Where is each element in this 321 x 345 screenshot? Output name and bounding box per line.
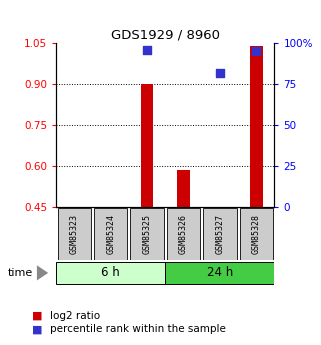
Bar <box>250 46 263 207</box>
Text: percentile rank within the sample: percentile rank within the sample <box>50 325 226 334</box>
FancyBboxPatch shape <box>203 208 237 260</box>
Text: GSM85324: GSM85324 <box>106 214 115 254</box>
Text: ■: ■ <box>32 311 43 321</box>
Text: GSM85328: GSM85328 <box>252 214 261 254</box>
Title: GDS1929 / 8960: GDS1929 / 8960 <box>111 29 220 42</box>
Point <box>217 70 222 76</box>
Point <box>144 47 150 52</box>
FancyBboxPatch shape <box>56 262 165 284</box>
Text: GSM85327: GSM85327 <box>215 214 224 254</box>
FancyBboxPatch shape <box>165 262 274 284</box>
FancyBboxPatch shape <box>167 208 200 260</box>
FancyBboxPatch shape <box>94 208 127 260</box>
Text: GSM85325: GSM85325 <box>143 214 152 254</box>
Bar <box>141 84 153 207</box>
Text: ■: ■ <box>32 325 43 334</box>
Text: 24 h: 24 h <box>207 266 233 279</box>
FancyBboxPatch shape <box>58 208 91 260</box>
Text: log2 ratio: log2 ratio <box>50 311 100 321</box>
FancyBboxPatch shape <box>239 208 273 260</box>
Text: 6 h: 6 h <box>101 266 120 279</box>
Text: GSM85326: GSM85326 <box>179 214 188 254</box>
Bar <box>177 170 190 207</box>
Point <box>254 49 259 54</box>
Polygon shape <box>37 265 48 280</box>
FancyBboxPatch shape <box>130 208 164 260</box>
Text: GSM85323: GSM85323 <box>70 214 79 254</box>
Text: time: time <box>8 268 33 278</box>
